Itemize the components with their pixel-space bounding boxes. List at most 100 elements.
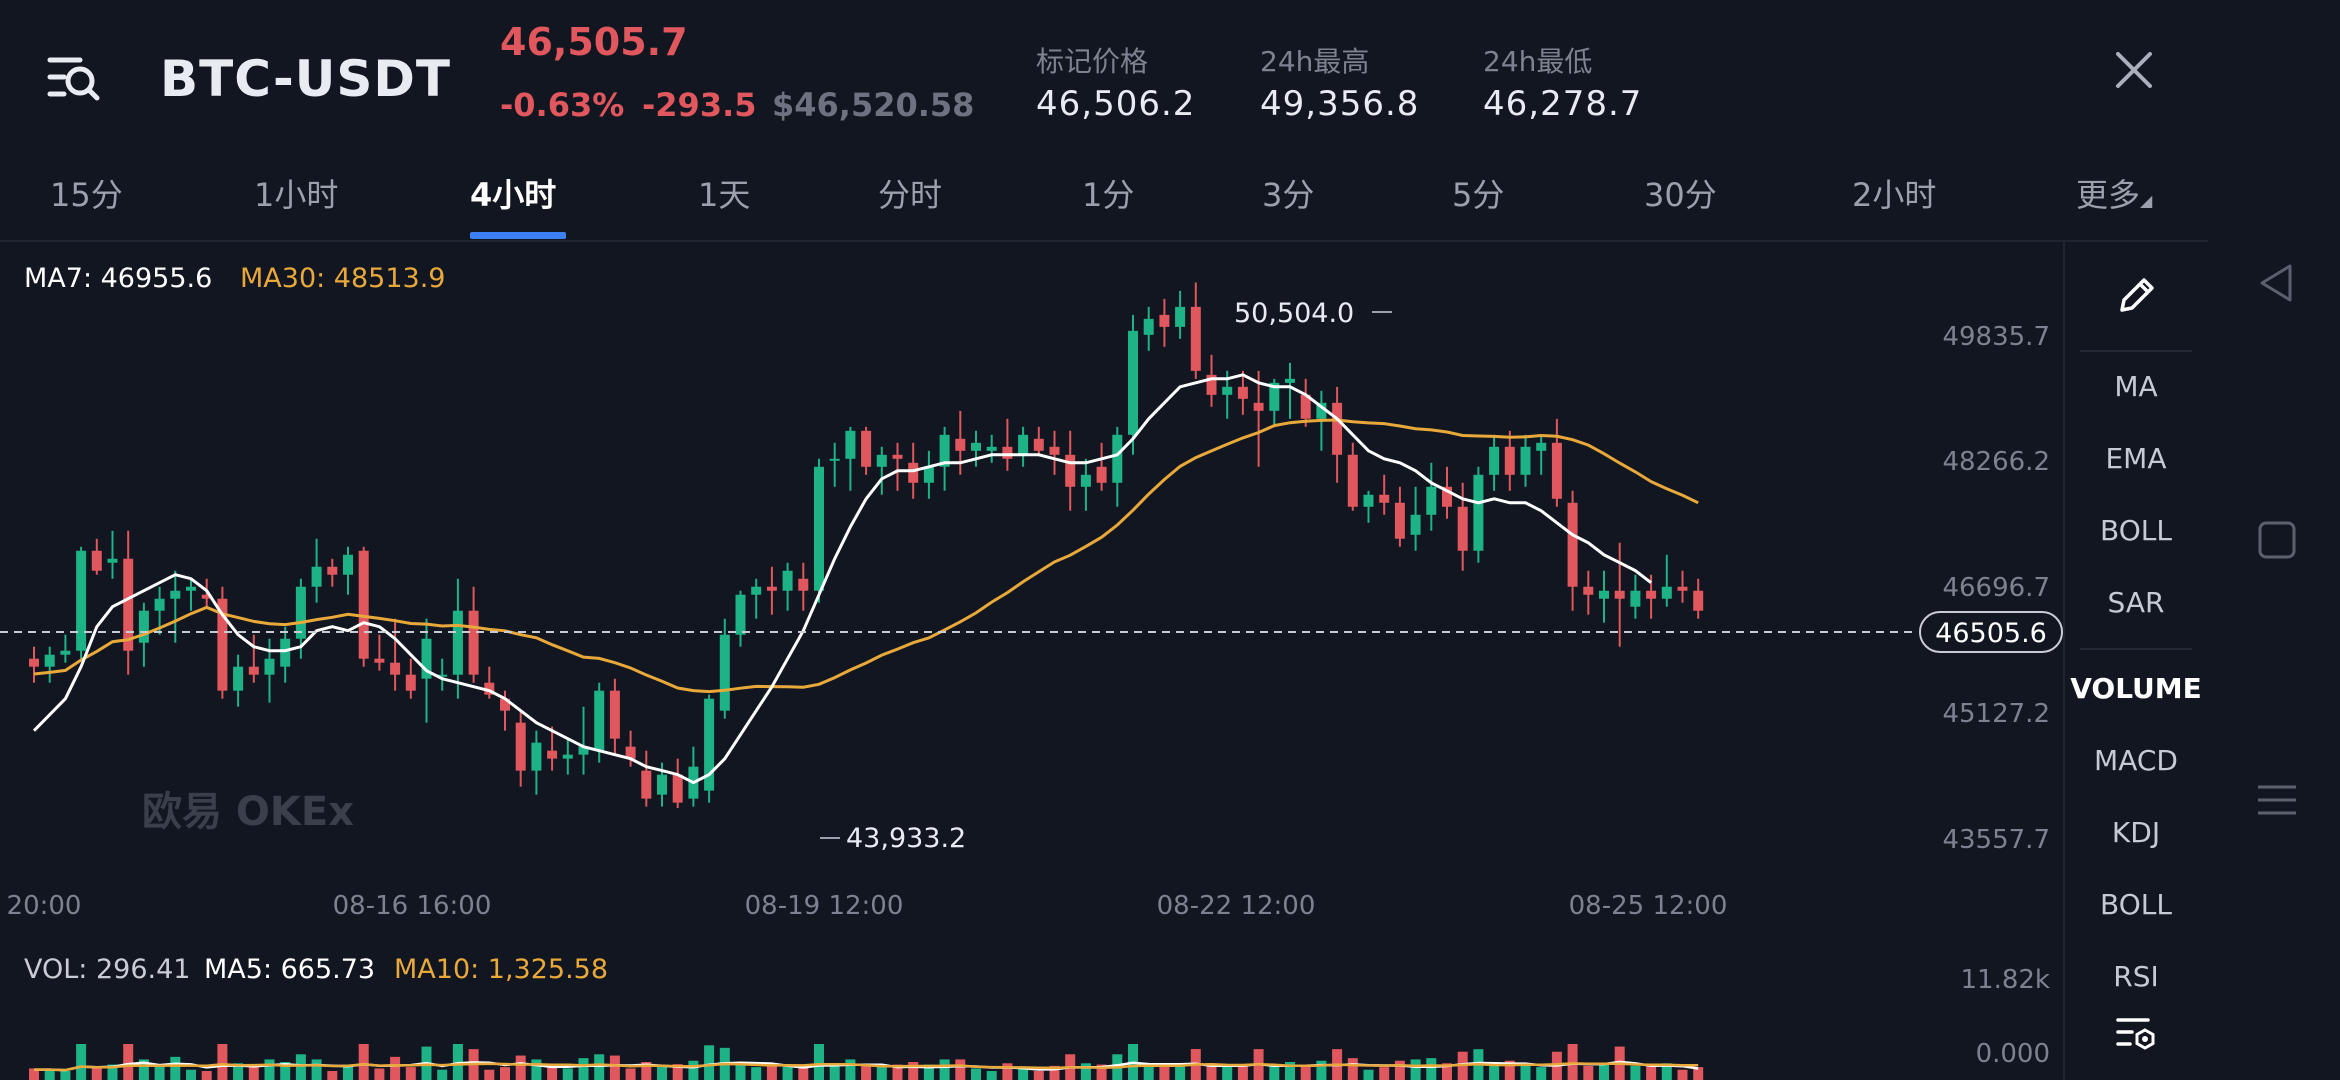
vol-tick-label: 0.000: [1976, 1039, 2050, 1069]
tab-more[interactable]: 更多◢: [2076, 170, 2152, 216]
high-24h-value: 49,356.8: [1260, 84, 1420, 124]
candle-body: [578, 746, 589, 755]
tab-4h[interactable]: 4小时: [470, 176, 557, 214]
volume-bar: [1630, 1065, 1641, 1080]
candle-body: [201, 594, 212, 599]
volume-bar: [60, 1071, 71, 1080]
pencil-icon[interactable]: [2114, 274, 2158, 318]
volume-bar: [876, 1064, 887, 1080]
tab-5m[interactable]: 5分: [1452, 176, 1505, 214]
candle-body: [609, 690, 620, 739]
indicator-volume[interactable]: VOLUME: [2070, 672, 2202, 705]
volume-bar: [829, 1065, 840, 1080]
tab-timeshare[interactable]: 分时: [878, 176, 943, 214]
volume-bar: [1033, 1071, 1044, 1080]
candle-body: [672, 774, 683, 803]
tab-30m[interactable]: 30分: [1644, 176, 1717, 214]
candle-body: [1159, 314, 1170, 327]
indicator-ema[interactable]: EMA: [2105, 442, 2167, 475]
volume-bar: [1599, 1063, 1609, 1080]
volume-bar: [1096, 1064, 1107, 1080]
high-marker: 50,504.0: [1234, 298, 1354, 329]
volume-bar: [1504, 1060, 1515, 1080]
x-tick-label: 20:00: [7, 891, 82, 921]
candle-body: [1551, 442, 1562, 499]
candle-body: [1473, 474, 1484, 551]
volume-bar: [405, 1067, 416, 1080]
volume-bar: [358, 1044, 369, 1080]
candlestick-chart[interactable]: MA7: 46955.6 MA30: 48513.9 欧易 OKEx 49835…: [0, 242, 2063, 1080]
volume-bar: [91, 1068, 102, 1080]
candle-body: [1096, 466, 1107, 483]
tab-3m[interactable]: 3分: [1262, 176, 1315, 214]
list-settings-icon[interactable]: [2114, 1012, 2158, 1056]
indicator-boll[interactable]: BOLL: [2100, 514, 2172, 547]
home-icon[interactable]: [2252, 515, 2302, 565]
candle-body: [782, 570, 793, 591]
tab-1d[interactable]: 1天: [698, 176, 751, 214]
current-price-tag-box: [1919, 611, 2063, 653]
candle-body: [390, 662, 401, 675]
triangle-down-icon: ◢: [2140, 191, 2153, 210]
volume-bar: [217, 1044, 228, 1080]
candle-body: [217, 598, 228, 691]
active-tab-indicator: [470, 232, 566, 239]
volume-bar: [327, 1071, 338, 1080]
recents-menu-icon[interactable]: [2252, 775, 2302, 825]
tab-15m[interactable]: 15分: [50, 176, 123, 214]
y-tick-label: 45127.2: [1942, 699, 2050, 729]
candle-body: [531, 742, 542, 771]
volume-bar: [751, 1067, 762, 1080]
candle-body: [107, 558, 118, 563]
volume-bar: [500, 1067, 510, 1080]
x-tick-label: 08-25 12:00: [1569, 891, 1728, 921]
candle-body: [1504, 446, 1515, 475]
volume-bar: [782, 1064, 793, 1080]
candle-body: [500, 698, 510, 711]
volume-bar: [1159, 1064, 1170, 1080]
indicator-sar[interactable]: SAR: [2107, 586, 2165, 619]
candle-body: [1379, 494, 1390, 503]
close-icon[interactable]: [2112, 48, 2156, 92]
tab-2h[interactable]: 2小时: [1852, 176, 1937, 214]
volume-bar: [201, 1071, 212, 1080]
candle-body: [311, 566, 322, 587]
volume-bar: [1002, 1063, 1013, 1080]
volume-bar: [123, 1044, 134, 1080]
volume-bars-group: [29, 1044, 1704, 1080]
list-search-icon[interactable]: [46, 50, 102, 106]
low-24h-value: 46,278.7: [1483, 84, 1643, 124]
indicator-ma[interactable]: MA: [2114, 370, 2158, 403]
indicator-kdj[interactable]: KDJ: [2111, 816, 2161, 849]
candle-body: [1285, 378, 1295, 383]
tab-1h[interactable]: 1小时: [254, 176, 339, 214]
volume-bar: [562, 1068, 573, 1080]
indicator-macd[interactable]: MACD: [2094, 744, 2178, 777]
candle-body: [1614, 590, 1625, 599]
volume-bar: [248, 1064, 259, 1080]
volume-bar: [578, 1058, 589, 1080]
volume-bar: [1269, 1064, 1280, 1080]
indicator-boll-sub[interactable]: BOLL: [2100, 888, 2172, 921]
candle-body: [986, 446, 997, 451]
y-tick-label: 46696.7: [1942, 573, 2050, 603]
volume-bar: [1583, 1065, 1594, 1080]
candle-body: [704, 698, 715, 791]
candle-body: [1410, 514, 1421, 535]
tab-1m[interactable]: 1分: [1082, 176, 1135, 214]
volume-bar: [1206, 1063, 1217, 1080]
volume-bar: [1677, 1069, 1688, 1080]
indicator-rsi[interactable]: RSI: [2113, 960, 2159, 990]
candle-body: [641, 770, 652, 799]
candle-body: [1646, 590, 1657, 599]
candle-body: [76, 550, 87, 651]
back-icon[interactable]: [2252, 258, 2302, 308]
candle-body: [1363, 494, 1374, 507]
candle-body: [1442, 486, 1452, 507]
candle-body: [1677, 586, 1688, 591]
candle-body: [861, 430, 872, 467]
vol-legend: VOL: 296.41: [24, 954, 190, 985]
watermark: 欧易 OKEx: [142, 789, 354, 835]
volume-bar: [892, 1064, 903, 1080]
candle-body: [405, 674, 416, 691]
